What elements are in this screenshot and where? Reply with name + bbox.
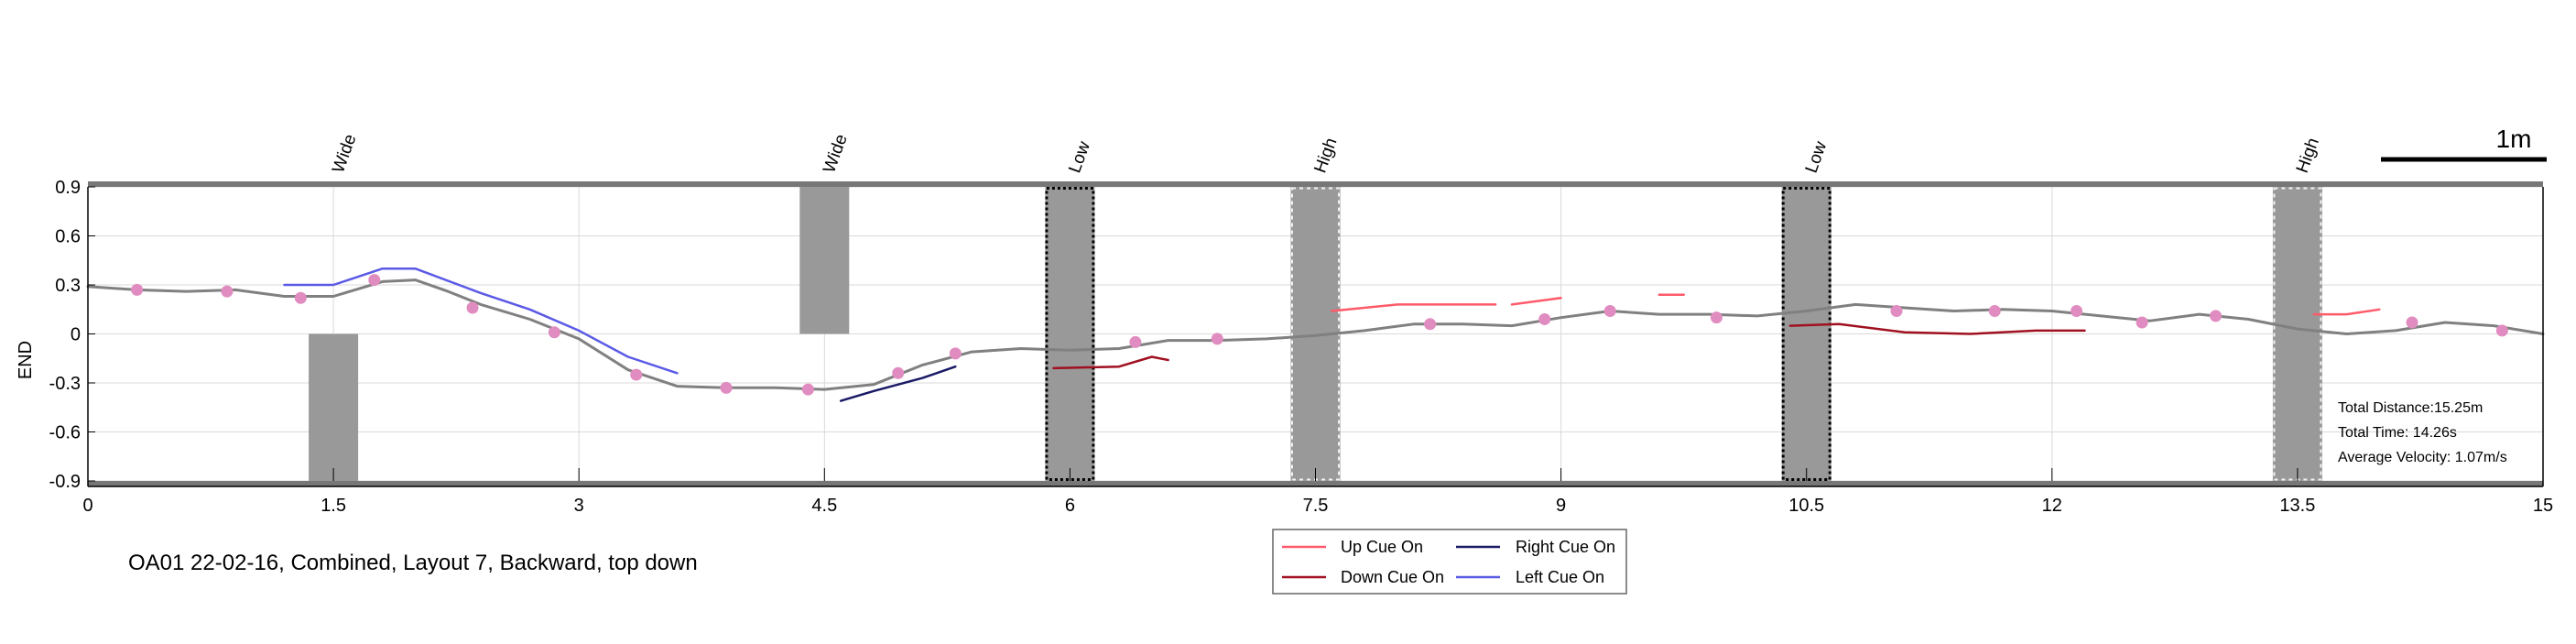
obstacle-label: Wide <box>329 132 361 176</box>
chart-caption: OA01 22-02-16, Combined, Layout 7, Backw… <box>128 551 698 575</box>
trajectory-marker <box>1710 311 1723 324</box>
trajectory-marker <box>2210 310 2223 322</box>
trajectory-marker <box>1424 318 1437 331</box>
legend-text-up: Up Cue On <box>1341 538 1423 556</box>
trajectory-marker <box>1211 333 1223 345</box>
cue-line <box>283 267 679 375</box>
trajectory-marker <box>466 301 479 314</box>
trajectory-marker <box>1538 312 1551 325</box>
trajectory-marker <box>1988 305 2001 318</box>
y-tick-label: 0 <box>71 325 81 345</box>
legend-text-down: Down Cue On <box>1341 568 1444 586</box>
obstacle-label: Wide <box>820 132 852 176</box>
trajectory-marker <box>131 283 144 296</box>
obstacle-label: Low <box>1802 139 1831 176</box>
obstacle-border-dotted <box>1045 187 1095 481</box>
obstacle-low <box>1045 187 1095 481</box>
x-tick-label: 0 <box>82 496 92 516</box>
cue-line <box>1510 297 1562 306</box>
stat-time: Total Time: 14.26s <box>2338 425 2457 441</box>
trajectory-marker <box>949 347 962 360</box>
cue-line <box>1331 303 1497 312</box>
obstacle-wide <box>799 187 850 334</box>
x-tick-label: 3 <box>574 496 584 516</box>
trajectory-marker <box>1890 305 1903 318</box>
obstacle-labels: Wide Wide Low High Low High <box>329 132 2323 176</box>
x-tick-label: 7.5 <box>1303 496 1329 516</box>
cue-line <box>839 365 957 402</box>
trajectory-marker <box>2071 305 2083 318</box>
trajectory-marker <box>1603 305 1616 318</box>
trajectory-marker <box>294 291 307 304</box>
series-lines <box>86 267 2545 402</box>
stat-velocity: Average Velocity: 1.07m/s <box>2338 450 2507 465</box>
series-markers <box>131 274 2508 396</box>
y-ticks: 0.9 0.6 0.3 0 -0.3 -0.6 -0.9 <box>49 178 95 492</box>
y-tick-label: 0.9 <box>55 178 81 198</box>
trajectory-marker <box>1129 335 1142 348</box>
stat-distance: Total Distance:15.25m <box>2338 400 2483 416</box>
x-tick-label: 4.5 <box>811 496 837 516</box>
trajectory-marker <box>2136 316 2148 329</box>
legend-text-left: Left Cue On <box>1516 568 1604 586</box>
trajectory-marker <box>801 383 814 396</box>
x-tick-label: 6 <box>1065 496 1075 516</box>
obstacle-border-dotted <box>1781 187 1831 481</box>
legend-text-right: Right Cue On <box>1516 538 1615 556</box>
bottom-boundary <box>88 481 2543 486</box>
cue-line <box>1788 322 2086 335</box>
obstacle-low <box>1781 187 1831 481</box>
y-tick-label: -0.9 <box>49 472 81 492</box>
obstacle-wide <box>309 333 359 481</box>
trajectory-line <box>86 278 2545 391</box>
trajectory-marker <box>368 274 381 287</box>
y-tick-label: 0.3 <box>55 276 81 296</box>
trajectory-marker <box>630 368 643 381</box>
x-tick-label: 9 <box>1556 496 1566 516</box>
trajectory-marker <box>720 381 733 394</box>
x-tick-label: 12 <box>2042 496 2062 516</box>
y-tick-label: 0.6 <box>55 227 81 247</box>
y-axis-label: END <box>16 341 36 379</box>
x-tick-label: 13.5 <box>2279 496 2315 516</box>
legend: Up Cue On Right Cue On Down Cue On Left … <box>1272 529 1627 595</box>
x-ticks: 0 1.5 3 4.5 6 7.5 9 10.5 12 13.5 15 <box>82 468 2553 516</box>
trajectory-marker <box>221 285 234 298</box>
cue-line <box>2312 308 2381 316</box>
y-tick-label: -0.6 <box>49 423 81 443</box>
x-tick-label: 10.5 <box>1788 496 1824 516</box>
top-boundary <box>88 181 2543 187</box>
trajectory-marker <box>2406 316 2418 329</box>
obstacle-label: High <box>2293 136 2323 176</box>
trajectory-marker <box>2495 324 2508 337</box>
axes <box>87 181 2544 487</box>
trajectory-marker <box>892 366 905 379</box>
obstacle-high <box>2272 187 2322 481</box>
scale-bar-label: 1m <box>2496 125 2532 153</box>
trajectory-marker <box>548 326 560 339</box>
legend-box <box>1272 529 1627 595</box>
obstacle-label: Low <box>1065 139 1094 176</box>
x-tick-label: 1.5 <box>321 496 346 516</box>
cue-line <box>1052 355 1169 370</box>
y-tick-label: -0.3 <box>49 374 81 394</box>
x-tick-label: 15 <box>2533 496 2553 516</box>
obstacle-label: High <box>1310 136 1341 176</box>
